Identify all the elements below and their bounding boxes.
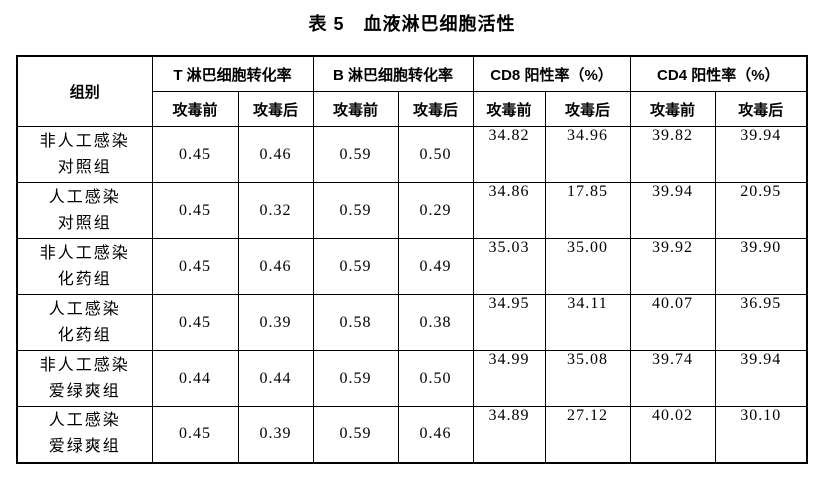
value-cell: 0.46: [237, 126, 314, 183]
group-name-cell: 非人工感染 爱绿爽组: [16, 350, 153, 407]
group-name-line1: 人工感染: [48, 412, 121, 430]
value-cell: 0.38: [397, 294, 474, 351]
subheader-t-before: 攻毒前: [151, 91, 239, 127]
value-cell: 0.59: [312, 182, 399, 239]
table-row: 非人工感染 爱绿爽组 0.44 0.44 0.59 0.50 34.99 35.…: [16, 350, 808, 407]
value-cell: 40.02: [629, 406, 716, 463]
table-row: 人工感染 化药组 0.45 0.39 0.58 0.38 34.95 34.11…: [16, 294, 808, 351]
value-cell: 0.45: [151, 406, 239, 463]
value-cell: 39.94: [714, 350, 808, 407]
group-name-cell: 人工感染 对照组: [16, 182, 153, 239]
value-cell: 34.11: [544, 294, 631, 351]
value-cell: 0.44: [151, 350, 239, 407]
value-cell: 0.45: [151, 238, 239, 295]
group-name-line2: 爱绿爽组: [48, 438, 121, 456]
value-cell: 0.50: [397, 126, 474, 183]
group-name-cell: 人工感染 爱绿爽组: [16, 406, 153, 463]
group-name-line2: 化药组: [57, 270, 112, 288]
value-cell: 17.85: [544, 182, 631, 239]
group-name-line2: 爱绿爽组: [48, 382, 121, 400]
value-cell: 0.44: [237, 350, 314, 407]
group-name-cell: 非人工感染 对照组: [16, 126, 153, 183]
header-row-sections: 组别 T 淋巴细胞转化率 B 淋巴细胞转化率 CD8 阳性率（%） CD4 阳性…: [16, 55, 808, 127]
group-name-cell: 人工感染 化药组: [16, 294, 153, 351]
group-name-line1: 非人工感染: [39, 244, 130, 262]
value-cell: 0.46: [397, 406, 474, 463]
group-name-line1: 人工感染: [48, 300, 121, 318]
value-cell: 39.74: [629, 350, 716, 407]
group-name-line2: 化药组: [57, 326, 112, 344]
value-cell: 39.92: [629, 238, 716, 295]
value-cell: 39.94: [629, 182, 716, 239]
table-row: 人工感染 爱绿爽组 0.45 0.39 0.59 0.46 34.89 27.1…: [16, 406, 808, 463]
value-cell: 0.59: [312, 406, 399, 463]
value-cell: 0.58: [312, 294, 399, 351]
value-cell: 0.39: [237, 294, 314, 351]
value-cell: 35.03: [472, 238, 546, 295]
value-cell: 39.90: [714, 238, 808, 295]
group-name-cell: 非人工感染 化药组: [16, 238, 153, 295]
value-cell: 0.29: [397, 182, 474, 239]
table-row: 非人工感染 对照组 0.45 0.46 0.59 0.50 34.82 34.9…: [16, 126, 808, 183]
value-cell: 0.45: [151, 182, 239, 239]
value-cell: 20.95: [714, 182, 808, 239]
subheader-cd8-after: 攻毒后: [544, 91, 631, 127]
value-cell: 0.59: [312, 238, 399, 295]
subheader-t-after: 攻毒后: [237, 91, 314, 127]
table-row: 非人工感染 化药组 0.45 0.46 0.59 0.49 35.03 35.0…: [16, 238, 808, 295]
subheader-b-before: 攻毒前: [312, 91, 399, 127]
subheader-cd8-before: 攻毒前: [472, 91, 546, 127]
value-cell: 0.39: [237, 406, 314, 463]
value-cell: 40.07: [629, 294, 716, 351]
value-cell: 34.89: [472, 406, 546, 463]
group-name-line2: 对照组: [57, 214, 112, 232]
value-cell: 0.46: [237, 238, 314, 295]
header-b-lymphocyte-rate: B 淋巴细胞转化率: [312, 55, 474, 92]
header-t-lymphocyte-rate: T 淋巴细胞转化率: [151, 55, 314, 92]
group-name-line1: 非人工感染: [39, 356, 130, 374]
value-cell: 0.45: [151, 294, 239, 351]
value-cell: 0.59: [312, 126, 399, 183]
value-cell: 34.82: [472, 126, 546, 183]
value-cell: 35.00: [544, 238, 631, 295]
value-cell: 30.10: [714, 406, 808, 463]
header-cd4-positive-rate: CD4 阳性率（%）: [629, 55, 808, 92]
value-cell: 0.32: [237, 182, 314, 239]
value-cell: 39.82: [629, 126, 716, 183]
subheader-b-after: 攻毒后: [397, 91, 474, 127]
value-cell: 36.95: [714, 294, 808, 351]
value-cell: 0.50: [397, 350, 474, 407]
table-row: 人工感染 对照组 0.45 0.32 0.59 0.29 34.86 17.85…: [16, 182, 808, 239]
value-cell: 0.49: [397, 238, 474, 295]
table-title: 表 5 血液淋巴细胞活性: [308, 14, 516, 34]
group-name-line1: 人工感染: [48, 188, 121, 206]
header-cd8-positive-rate: CD8 阳性率（%）: [472, 55, 631, 92]
subheader-cd4-before: 攻毒前: [629, 91, 716, 127]
subheader-cd4-after: 攻毒后: [714, 91, 808, 127]
value-cell: 34.99: [472, 350, 546, 407]
lymphocyte-activity-table: 组别 T 淋巴细胞转化率 B 淋巴细胞转化率 CD8 阳性率（%） CD4 阳性…: [16, 55, 809, 464]
value-cell: 27.12: [544, 406, 631, 463]
value-cell: 34.86: [472, 182, 546, 239]
group-name-line2: 对照组: [57, 158, 112, 176]
value-cell: 39.94: [714, 126, 808, 183]
value-cell: 0.45: [151, 126, 239, 183]
value-cell: 35.08: [544, 350, 631, 407]
value-cell: 0.59: [312, 350, 399, 407]
group-name-line1: 非人工感染: [39, 132, 130, 150]
value-cell: 34.96: [544, 126, 631, 183]
value-cell: 34.95: [472, 294, 546, 351]
header-group: 组别: [16, 55, 153, 127]
header-row-subcolumns: 攻毒前 攻毒后 攻毒前 攻毒后 攻毒前 攻毒后 攻毒前 攻毒后: [17, 91, 808, 127]
